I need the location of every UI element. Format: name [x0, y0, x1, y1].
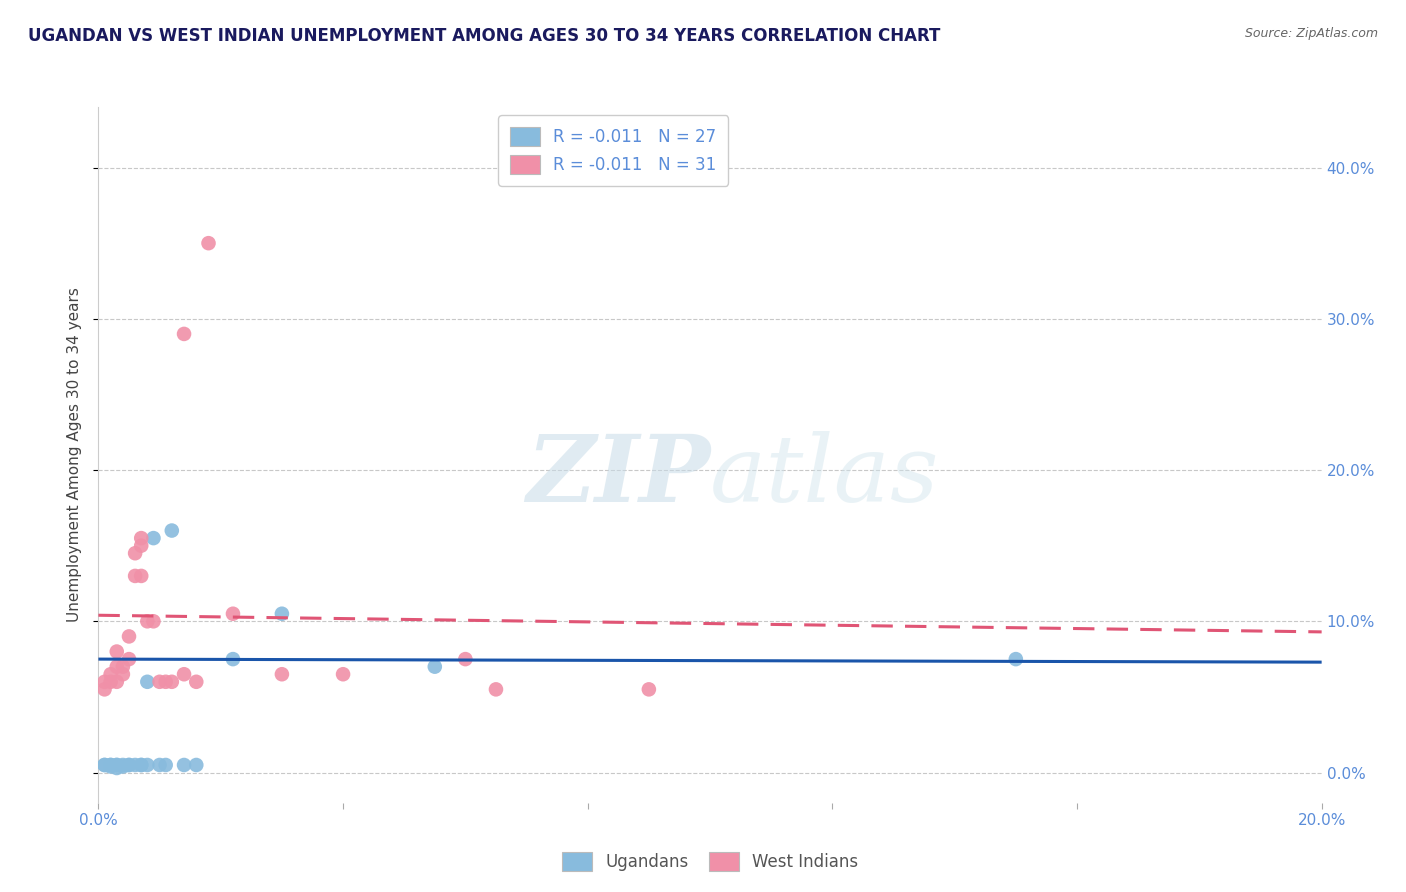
Point — [454, 652, 477, 666]
Point — [136, 674, 159, 689]
Point — [111, 667, 134, 681]
Point — [100, 674, 122, 689]
Point — [173, 326, 195, 341]
Text: UGANDAN VS WEST INDIAN UNEMPLOYMENT AMONG AGES 30 TO 34 YEARS CORRELATION CHART: UGANDAN VS WEST INDIAN UNEMPLOYMENT AMON… — [28, 27, 941, 45]
Point — [136, 758, 159, 772]
Point — [111, 759, 134, 773]
Point — [173, 667, 195, 681]
Point — [186, 758, 208, 772]
Point — [93, 682, 115, 697]
Point — [637, 682, 661, 697]
Point — [105, 758, 128, 772]
Point — [105, 659, 128, 673]
Point — [124, 546, 146, 560]
Point — [173, 758, 195, 772]
Point — [118, 652, 141, 666]
Point — [93, 758, 115, 772]
Point — [270, 667, 292, 681]
Point — [118, 629, 141, 643]
Point — [186, 674, 208, 689]
Point — [129, 758, 152, 772]
Point — [93, 758, 115, 772]
Point — [118, 758, 141, 772]
Point — [129, 758, 152, 772]
Point — [222, 652, 245, 666]
Point — [124, 758, 146, 772]
Point — [100, 758, 122, 772]
Y-axis label: Unemployment Among Ages 30 to 34 years: Unemployment Among Ages 30 to 34 years — [67, 287, 83, 623]
Point — [105, 761, 128, 775]
Text: atlas: atlas — [710, 431, 939, 521]
Point — [136, 615, 159, 629]
Point — [332, 667, 354, 681]
Point — [160, 674, 183, 689]
Point — [124, 569, 146, 583]
Point — [197, 236, 219, 251]
Point — [155, 758, 177, 772]
Point — [485, 682, 508, 697]
Point — [100, 667, 122, 681]
Legend: Ugandans, West Indians: Ugandans, West Indians — [555, 846, 865, 878]
Point — [100, 759, 122, 773]
Point — [111, 758, 134, 772]
Point — [222, 607, 245, 621]
Point — [129, 539, 152, 553]
Point — [105, 674, 128, 689]
Point — [149, 758, 172, 772]
Point — [142, 531, 165, 545]
Point — [270, 607, 292, 621]
Point — [105, 644, 128, 658]
Point — [129, 569, 152, 583]
Text: Source: ZipAtlas.com: Source: ZipAtlas.com — [1244, 27, 1378, 40]
Point — [118, 758, 141, 772]
Point — [105, 758, 128, 772]
Point — [155, 674, 177, 689]
Point — [129, 531, 152, 545]
Point — [93, 674, 115, 689]
Point — [423, 659, 446, 673]
Point — [160, 524, 183, 538]
Point — [1004, 652, 1026, 666]
Point — [149, 674, 172, 689]
Text: ZIP: ZIP — [526, 431, 710, 521]
Point — [100, 758, 122, 772]
Point — [111, 659, 134, 673]
Point — [142, 615, 165, 629]
